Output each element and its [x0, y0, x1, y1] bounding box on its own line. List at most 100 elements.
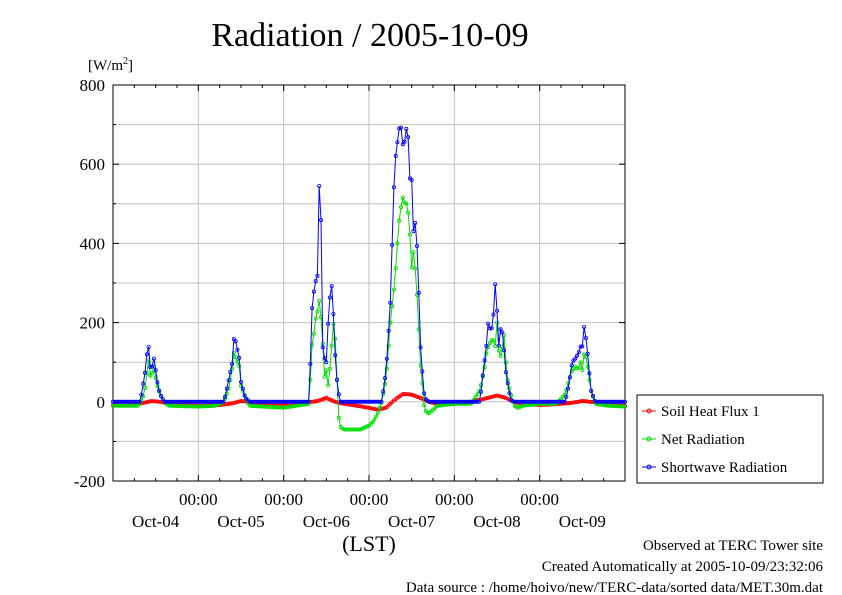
data-point: [320, 397, 325, 402]
data-point: [480, 373, 485, 378]
data-point: [580, 344, 585, 349]
x-axis-label: (LST): [342, 531, 396, 556]
data-point: [576, 350, 581, 355]
data-point: [226, 378, 231, 383]
data-point: [374, 414, 379, 419]
x-axis-ticks: 00:00 00:00 00:00 00:00 00:00 Oct-04 Oct-05 Oct…: [112, 85, 626, 531]
data-point: [182, 404, 187, 409]
data-point: [237, 399, 242, 404]
data-point: [235, 347, 240, 352]
data-point: [489, 326, 494, 331]
data-point: [144, 352, 149, 357]
data-point: [607, 403, 612, 408]
data-point: [477, 399, 482, 404]
data-point: [205, 404, 210, 409]
data-point: [489, 338, 494, 343]
data-point: [326, 321, 331, 326]
data-point: [591, 393, 596, 398]
data-point: [576, 365, 581, 370]
x-time-label: 00:00: [264, 490, 303, 509]
data-point: [393, 153, 398, 158]
data-point: [358, 427, 363, 432]
data-point: [484, 351, 489, 356]
data-point: [317, 183, 322, 188]
data-point: [507, 391, 512, 396]
y-tick-label: 600: [80, 155, 106, 174]
data-point: [233, 400, 238, 405]
data-point: [254, 404, 259, 409]
data-point: [422, 403, 427, 408]
data-point: [370, 406, 375, 411]
data-point: [418, 345, 423, 350]
data-point: [397, 218, 402, 223]
data-point: [148, 365, 153, 370]
data-point: [160, 397, 165, 402]
data-point: [598, 402, 603, 407]
x-day-label: Oct-09: [559, 512, 606, 531]
data-point: [327, 295, 332, 300]
data-point: [491, 312, 496, 317]
data-point: [190, 404, 195, 409]
x-day-label: Oct-05: [217, 512, 264, 531]
data-point: [411, 229, 416, 234]
data-point: [141, 381, 146, 386]
data-point: [270, 405, 275, 410]
data-point: [270, 402, 275, 407]
legend-label: Soil Heat Flux 1: [661, 404, 760, 420]
data-point: [605, 403, 610, 408]
data-point: [582, 352, 587, 357]
data-point: [416, 290, 421, 295]
data-point: [402, 139, 407, 144]
data-point: [157, 388, 162, 393]
data-point: [238, 398, 243, 403]
data-point: [180, 404, 185, 409]
data-point: [158, 399, 163, 404]
data-point: [212, 403, 217, 408]
data-point: [436, 403, 441, 408]
data-point: [398, 125, 403, 130]
data-point: [503, 370, 508, 375]
data-point: [575, 366, 580, 371]
data-point: [623, 399, 628, 404]
data-point: [206, 399, 211, 404]
data-point: [482, 358, 487, 363]
data-point: [566, 381, 571, 386]
data-point: [221, 399, 226, 404]
footer-line: Data source : /home/hoivo/new/TERC-data/…: [406, 580, 824, 595]
data-point: [203, 399, 208, 404]
data-point: [174, 399, 179, 404]
data-point: [224, 386, 229, 391]
data-point: [222, 394, 227, 399]
grid-lines: [113, 84, 625, 482]
data-point: [240, 386, 245, 391]
y-tick-label: -200: [74, 472, 105, 491]
data-point: [329, 343, 334, 348]
data-point: [153, 368, 158, 373]
data-point: [482, 365, 487, 370]
data-point: [573, 356, 578, 361]
data-point: [320, 345, 325, 350]
data-point: [142, 385, 147, 390]
data-point: [379, 399, 384, 404]
data-point: [583, 335, 588, 340]
data-point: [507, 386, 512, 391]
data-point: [144, 400, 149, 405]
data-point: [404, 392, 409, 397]
data-point: [137, 399, 142, 404]
data-point: [327, 366, 332, 371]
data-point: [171, 399, 176, 404]
data-point: [155, 380, 160, 385]
data-point: [493, 282, 498, 287]
data-point: [395, 241, 400, 246]
y-tick-label: 200: [80, 314, 106, 333]
data-point: [190, 399, 195, 404]
data-point: [589, 399, 594, 404]
data-point: [573, 400, 578, 405]
data-point: [368, 406, 373, 411]
data-point: [494, 308, 499, 313]
data-point: [582, 399, 587, 404]
data-point: [251, 403, 256, 408]
data-point: [388, 300, 393, 305]
data-point: [313, 399, 318, 404]
data-point: [422, 391, 427, 396]
